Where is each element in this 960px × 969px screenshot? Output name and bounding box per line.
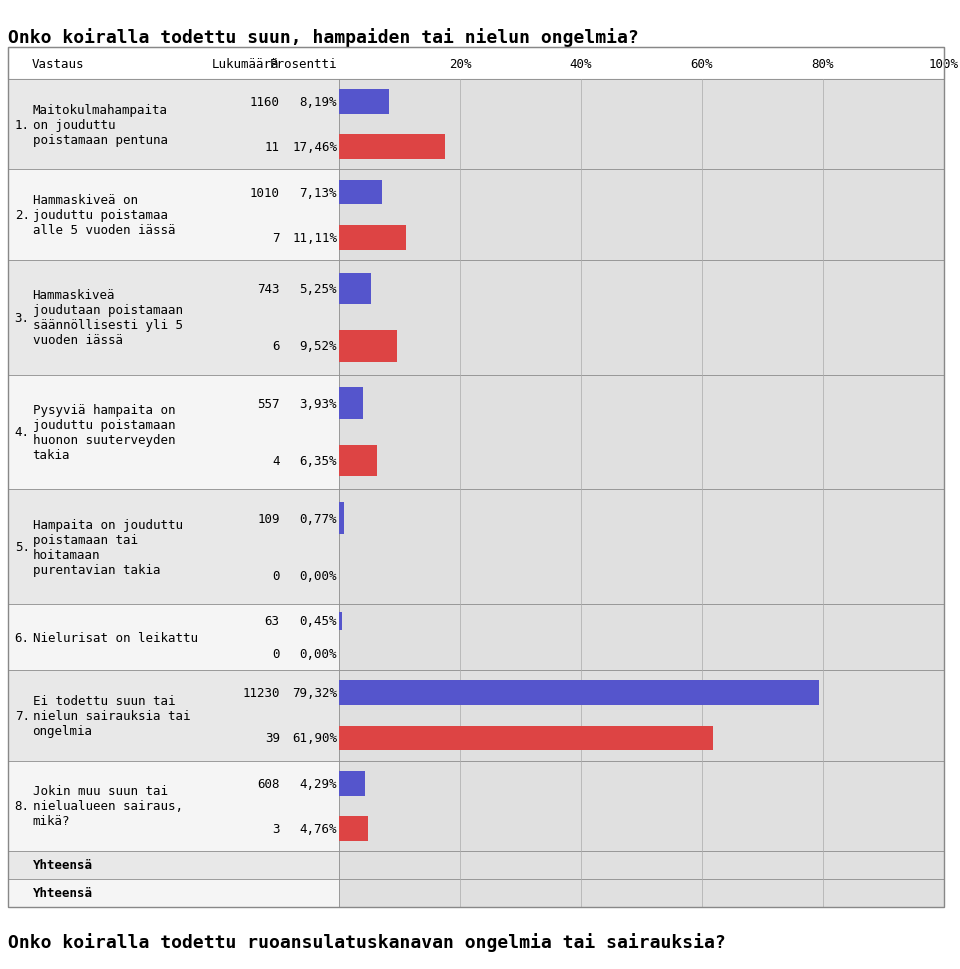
Bar — [339, 671, 944, 761]
Bar — [8, 47, 944, 79]
Bar — [339, 226, 406, 250]
Text: 557: 557 — [257, 397, 279, 410]
Text: 5,25%: 5,25% — [300, 283, 337, 296]
Bar — [8, 761, 339, 851]
Bar — [339, 611, 342, 630]
Bar — [339, 680, 819, 705]
Bar — [8, 261, 339, 375]
Text: 40%: 40% — [569, 57, 592, 71]
Text: 8.: 8. — [14, 799, 30, 812]
Text: 60%: 60% — [690, 57, 713, 71]
Text: Onko koiralla todettu suun, hampaiden tai nielun ongelmia?: Onko koiralla todettu suun, hampaiden ta… — [8, 28, 638, 47]
Text: 1010: 1010 — [250, 186, 279, 200]
Text: Hammaskiveä
joudutaan poistamaan
säännöllisesti yli 5
vuoden iässä: Hammaskiveä joudutaan poistamaan säännöl… — [33, 289, 182, 347]
Text: 1160: 1160 — [250, 96, 279, 109]
Bar — [8, 671, 339, 761]
Text: 3.: 3. — [14, 311, 30, 325]
Bar — [8, 79, 339, 171]
Bar — [8, 879, 339, 907]
Text: Maitokulmahampaita
on jouduttu
poistamaan pentuna: Maitokulmahampaita on jouduttu poistamaa… — [33, 104, 168, 146]
Text: 109: 109 — [257, 512, 279, 525]
Text: 4: 4 — [273, 454, 279, 468]
Text: 0: 0 — [273, 647, 279, 661]
Text: Yhteensä: Yhteensä — [33, 859, 92, 871]
Bar — [339, 389, 363, 420]
Bar — [339, 261, 944, 375]
Bar — [8, 47, 944, 907]
Bar — [339, 726, 713, 751]
Text: Nielurisat on leikattu: Nielurisat on leikattu — [33, 631, 198, 644]
Bar — [339, 90, 389, 115]
Text: 63: 63 — [265, 614, 279, 628]
Bar — [8, 851, 339, 879]
Bar — [339, 816, 368, 841]
Text: 0,45%: 0,45% — [300, 614, 337, 628]
Bar — [339, 503, 344, 534]
Text: 80%: 80% — [812, 57, 834, 71]
Text: Jokin muu suun tai
nielualueen sairaus,
mikä?: Jokin muu suun tai nielualueen sairaus, … — [33, 785, 182, 828]
Text: 0,77%: 0,77% — [300, 512, 337, 525]
Bar — [8, 171, 339, 261]
Bar — [339, 136, 444, 160]
Text: Hammaskiveä on
jouduttu poistamaa
alle 5 vuoden iässä: Hammaskiveä on jouduttu poistamaa alle 5… — [33, 194, 175, 236]
Text: 6,35%: 6,35% — [300, 454, 337, 468]
Bar — [339, 605, 944, 671]
Text: 9,52%: 9,52% — [300, 340, 337, 353]
Bar — [339, 446, 377, 477]
Text: 3: 3 — [273, 822, 279, 835]
Text: Vastaus: Vastaus — [32, 57, 84, 71]
Text: 3,93%: 3,93% — [300, 397, 337, 410]
Text: 5.: 5. — [14, 541, 30, 553]
Text: Prosentti: Prosentti — [270, 57, 337, 71]
Bar — [8, 605, 339, 671]
Text: 11230: 11230 — [242, 687, 279, 700]
Bar — [339, 761, 944, 851]
Text: 6.: 6. — [14, 631, 30, 644]
Text: Pysyviä hampaita on
jouduttu poistamaan
huonon suuterveyden
takia: Pysyviä hampaita on jouduttu poistamaan … — [33, 403, 175, 461]
Bar — [339, 330, 396, 362]
Text: Onko koiralla todettu ruoansulatuskanavan ongelmia tai sairauksia?: Onko koiralla todettu ruoansulatuskanava… — [8, 932, 726, 951]
Text: Lukumäärä: Lukumäärä — [212, 57, 279, 71]
Text: 0,00%: 0,00% — [300, 647, 337, 661]
Bar — [339, 851, 944, 879]
Bar — [339, 490, 944, 605]
Text: Yhteensä: Yhteensä — [33, 887, 92, 899]
Text: 0,00%: 0,00% — [300, 570, 337, 582]
Text: 2.: 2. — [14, 209, 30, 222]
Bar — [339, 171, 944, 261]
Text: 100%: 100% — [929, 57, 959, 71]
Bar — [8, 490, 339, 605]
Text: 17,46%: 17,46% — [292, 141, 337, 154]
Text: 4,29%: 4,29% — [300, 777, 337, 790]
Text: 4,76%: 4,76% — [300, 822, 337, 835]
Text: 6: 6 — [273, 340, 279, 353]
Text: 8,19%: 8,19% — [300, 96, 337, 109]
Bar — [339, 771, 365, 796]
Bar — [339, 180, 382, 205]
Text: 7.: 7. — [14, 709, 30, 722]
Text: 7: 7 — [273, 232, 279, 244]
Bar — [339, 79, 944, 171]
Text: 608: 608 — [257, 777, 279, 790]
Text: 11: 11 — [265, 141, 279, 154]
Bar — [8, 375, 339, 490]
Text: Ei todettu suun tai
nielun sairauksia tai
ongelmia: Ei todettu suun tai nielun sairauksia ta… — [33, 694, 190, 737]
Text: 7,13%: 7,13% — [300, 186, 337, 200]
Text: 11,11%: 11,11% — [292, 232, 337, 244]
Text: 4.: 4. — [14, 426, 30, 439]
Bar — [339, 375, 944, 490]
Text: 1.: 1. — [14, 118, 30, 132]
Text: 39: 39 — [265, 732, 279, 745]
Text: 20%: 20% — [448, 57, 471, 71]
Text: Hampaita on jouduttu
poistamaan tai
hoitamaan
purentavian takia: Hampaita on jouduttu poistamaan tai hoit… — [33, 518, 182, 577]
Bar — [339, 879, 944, 907]
Text: 0: 0 — [273, 570, 279, 582]
Bar — [339, 273, 371, 305]
Text: 743: 743 — [257, 283, 279, 296]
Text: 79,32%: 79,32% — [292, 687, 337, 700]
Text: 61,90%: 61,90% — [292, 732, 337, 745]
